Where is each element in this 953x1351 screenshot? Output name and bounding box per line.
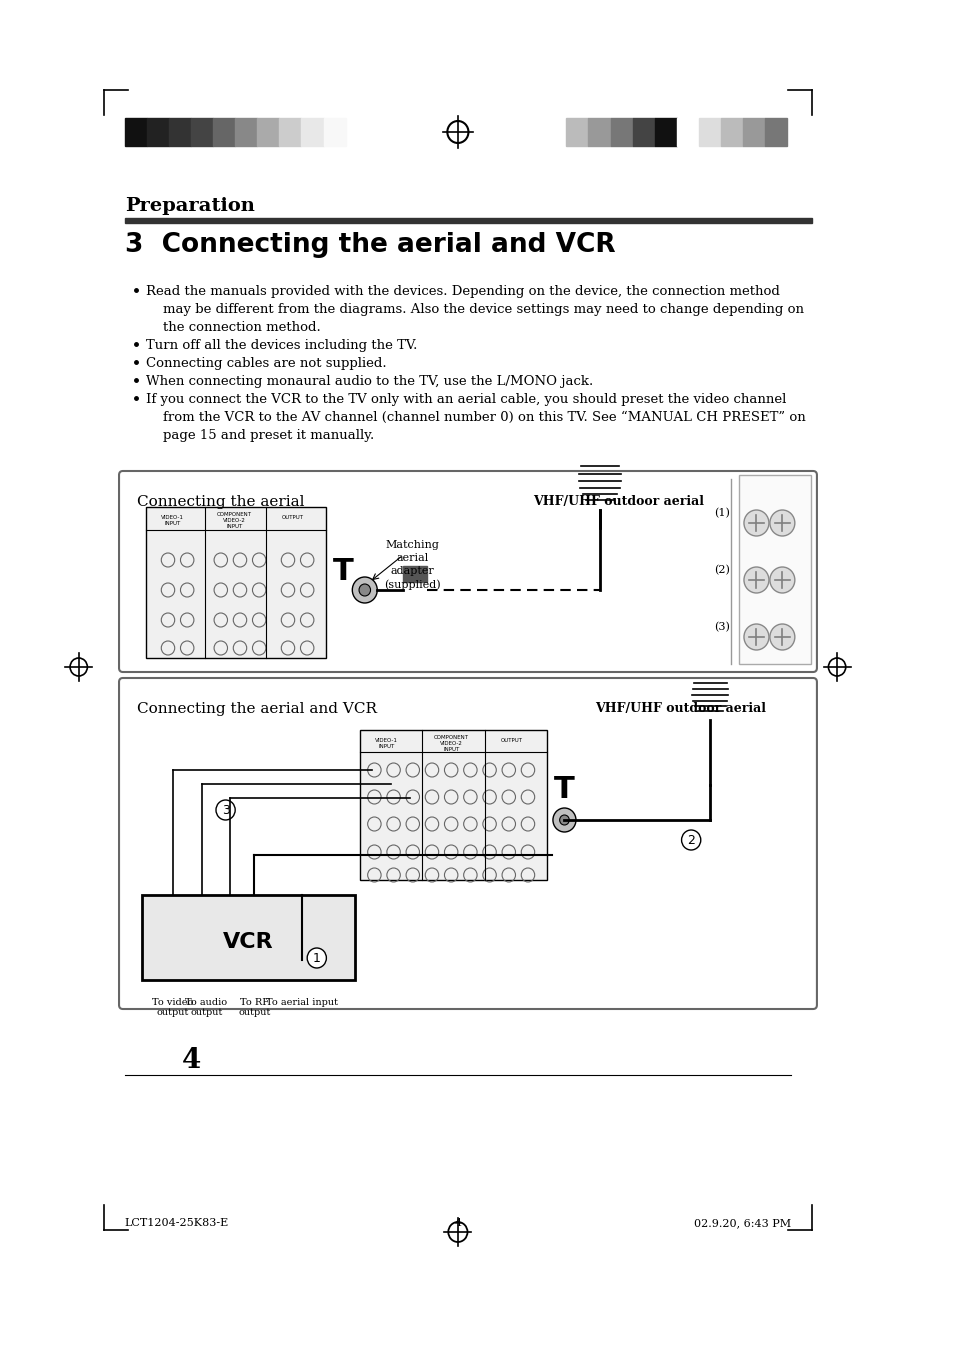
Text: (2): (2) — [713, 565, 729, 576]
Text: 3  Connecting the aerial and VCR: 3 Connecting the aerial and VCR — [125, 232, 615, 258]
Text: VHF/UHF outdoor aerial: VHF/UHF outdoor aerial — [595, 703, 765, 715]
Text: To RF
output: To RF output — [238, 998, 271, 1017]
Bar — [403, 566, 427, 582]
Bar — [676, 118, 699, 146]
Text: 4: 4 — [182, 1047, 201, 1074]
Bar — [213, 118, 235, 146]
Text: To audio
output: To audio output — [185, 998, 227, 1017]
Text: 02.9.20, 6:43 PM: 02.9.20, 6:43 PM — [693, 1219, 790, 1228]
Text: COMPONENT
VIDEO-2
INPUT: COMPONENT VIDEO-2 INPUT — [216, 512, 252, 528]
Bar — [125, 118, 147, 146]
Text: To video
output: To video output — [152, 998, 193, 1017]
Bar — [566, 118, 588, 146]
Bar — [169, 118, 191, 146]
Text: VHF/UHF outdoor aerial: VHF/UHF outdoor aerial — [532, 494, 703, 508]
FancyBboxPatch shape — [119, 678, 816, 1009]
Text: 2: 2 — [686, 834, 695, 847]
Text: OUTPUT: OUTPUT — [281, 515, 303, 520]
Circle shape — [680, 830, 700, 850]
Text: Matching
aerial
adapter
(supplied): Matching aerial adapter (supplied) — [384, 540, 440, 590]
Bar — [191, 118, 213, 146]
Circle shape — [307, 948, 326, 969]
Text: page 15 and preset it manually.: page 15 and preset it manually. — [146, 430, 374, 442]
Text: Connecting cables are not supplied.: Connecting cables are not supplied. — [146, 357, 386, 370]
Bar — [588, 118, 610, 146]
Bar — [146, 507, 326, 658]
Bar — [654, 118, 676, 146]
Bar — [742, 118, 764, 146]
Bar — [610, 118, 632, 146]
Text: Turn off all the devices including the TV.: Turn off all the devices including the T… — [146, 339, 416, 353]
Circle shape — [358, 584, 370, 596]
Bar — [739, 476, 810, 663]
Circle shape — [743, 624, 768, 650]
Circle shape — [215, 800, 235, 820]
Text: T: T — [333, 558, 354, 586]
Text: Read the manuals provided with the devices. Depending on the device, the connect: Read the manuals provided with the devic… — [146, 285, 779, 299]
Text: the connection method.: the connection method. — [146, 322, 320, 334]
Text: Connecting the aerial and VCR: Connecting the aerial and VCR — [137, 703, 376, 716]
Text: Connecting the aerial: Connecting the aerial — [137, 494, 304, 509]
Circle shape — [769, 624, 794, 650]
Bar — [147, 118, 169, 146]
Circle shape — [743, 509, 768, 536]
Text: 3: 3 — [221, 804, 230, 816]
Text: If you connect the VCR to the TV only with an aerial cable, you should preset th: If you connect the VCR to the TV only wi… — [146, 393, 785, 407]
Text: VCR: VCR — [223, 932, 274, 952]
Circle shape — [743, 567, 768, 593]
Bar — [257, 118, 279, 146]
Bar — [301, 118, 323, 146]
Bar — [699, 118, 720, 146]
Text: VIDEO-1
INPUT: VIDEO-1 INPUT — [375, 738, 398, 748]
Text: (3): (3) — [713, 621, 729, 632]
Circle shape — [352, 577, 376, 603]
Bar — [359, 730, 547, 880]
Text: (1): (1) — [713, 508, 729, 519]
FancyBboxPatch shape — [119, 471, 816, 671]
Text: COMPONENT
VIDEO-2
INPUT: COMPONENT VIDEO-2 INPUT — [434, 735, 468, 751]
Circle shape — [769, 567, 794, 593]
Bar — [142, 894, 355, 979]
Text: VIDEO-1
INPUT: VIDEO-1 INPUT — [161, 515, 184, 526]
Text: Preparation: Preparation — [125, 197, 254, 215]
Bar — [720, 118, 742, 146]
Bar — [235, 118, 257, 146]
Bar — [632, 118, 654, 146]
Circle shape — [559, 815, 569, 825]
Bar — [125, 218, 811, 223]
Text: 1: 1 — [313, 951, 320, 965]
Text: OUTPUT: OUTPUT — [500, 738, 522, 743]
Text: from the VCR to the AV channel (channel number 0) on this TV. See “MANUAL CH PRE: from the VCR to the AV channel (channel … — [146, 411, 805, 424]
Text: When connecting monaural audio to the TV, use the L/MONO jack.: When connecting monaural audio to the TV… — [146, 376, 593, 388]
Text: To aerial input: To aerial input — [266, 998, 338, 1006]
Bar — [323, 118, 345, 146]
Text: 4: 4 — [454, 1219, 461, 1228]
Circle shape — [769, 509, 794, 536]
Circle shape — [553, 808, 576, 832]
Text: T: T — [554, 775, 575, 804]
Text: may be different from the diagrams. Also the device settings may need to change : may be different from the diagrams. Also… — [146, 303, 803, 316]
Bar — [764, 118, 786, 146]
Bar — [279, 118, 301, 146]
Text: LCT1204-25K83-E: LCT1204-25K83-E — [125, 1219, 229, 1228]
